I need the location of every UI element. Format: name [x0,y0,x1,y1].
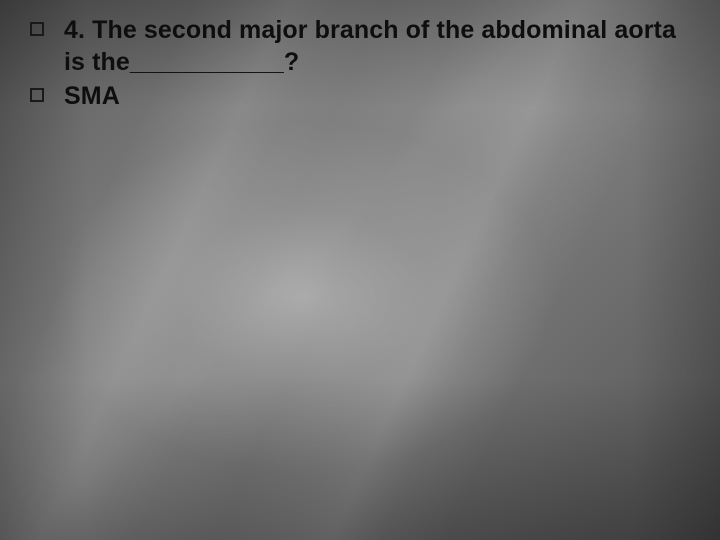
bullet-text: 4. The second major branch of the abdomi… [64,14,690,78]
slide: 4. The second major branch of the abdomi… [0,0,720,540]
bullet-text: SMA [64,80,690,112]
bullet-item: 4. The second major branch of the abdomi… [30,14,690,78]
square-bullet-icon [30,88,44,102]
slide-content: 4. The second major branch of the abdomi… [0,0,720,112]
bullet-item: SMA [30,80,690,112]
square-bullet-icon [30,22,44,36]
